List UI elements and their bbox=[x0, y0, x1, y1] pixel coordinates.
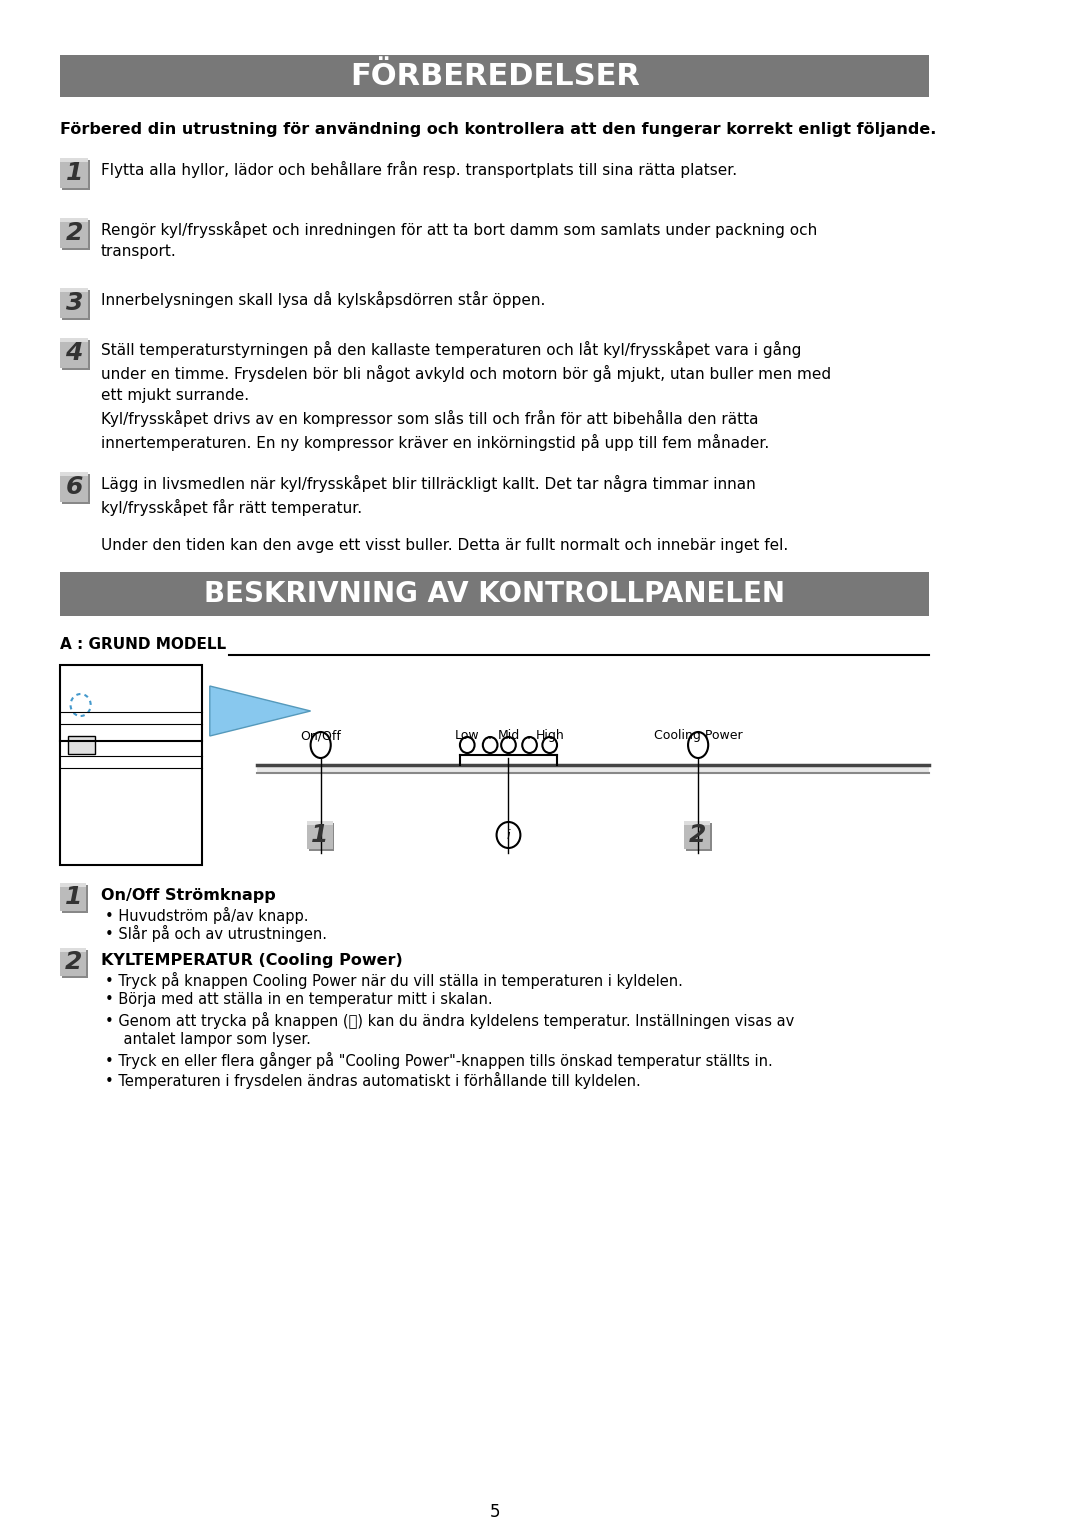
Text: • Temperaturen i frysdelen ändras automatiskt i förhållande till kyldelen.: • Temperaturen i frysdelen ändras automa… bbox=[106, 1073, 642, 1089]
FancyBboxPatch shape bbox=[63, 220, 90, 251]
Text: Rengör kyl/frysskåpet och inredningen för att ta bort damm som samlats under pac: Rengör kyl/frysskåpet och inredningen fö… bbox=[100, 222, 818, 260]
Text: i: i bbox=[507, 828, 510, 842]
FancyBboxPatch shape bbox=[60, 219, 87, 248]
FancyBboxPatch shape bbox=[60, 472, 87, 503]
Text: 1: 1 bbox=[311, 824, 328, 847]
Text: Cooling Power: Cooling Power bbox=[653, 729, 742, 743]
Text: 2: 2 bbox=[65, 950, 82, 973]
FancyBboxPatch shape bbox=[63, 160, 90, 189]
FancyBboxPatch shape bbox=[685, 821, 710, 850]
FancyBboxPatch shape bbox=[63, 290, 90, 319]
FancyBboxPatch shape bbox=[63, 474, 90, 504]
Text: • Slår på och av utrustningen.: • Slår på och av utrustningen. bbox=[106, 924, 327, 943]
Text: • Tryck en eller flera gånger på "Cooling Power"-knappen tills önskad temperatur: • Tryck en eller flera gånger på "Coolin… bbox=[106, 1051, 773, 1070]
Text: Flytta alla hyllor, lädor och behållare från resp. transportplats till sina rätt: Flytta alla hyllor, lädor och behållare … bbox=[100, 160, 737, 179]
FancyBboxPatch shape bbox=[257, 766, 929, 773]
Text: • Genom att trycka på knappen (ⓘ) kan du ändra kyldelens temperatur. Inställning: • Genom att trycka på knappen (ⓘ) kan du… bbox=[106, 1012, 795, 1028]
Text: 2: 2 bbox=[66, 222, 83, 244]
Text: Lägg in livsmedlen när kyl/frysskåpet blir tillräckligt kallt. Det tar några tim: Lägg in livsmedlen när kyl/frysskåpet bl… bbox=[100, 475, 756, 516]
Text: Innerbelysningen skall lysa då kylskåpsdörren står öppen.: Innerbelysningen skall lysa då kylskåpsd… bbox=[100, 290, 545, 309]
FancyBboxPatch shape bbox=[60, 55, 929, 96]
FancyBboxPatch shape bbox=[309, 824, 335, 851]
FancyBboxPatch shape bbox=[60, 338, 87, 342]
FancyBboxPatch shape bbox=[60, 338, 87, 368]
FancyBboxPatch shape bbox=[60, 157, 87, 162]
Text: High: High bbox=[536, 729, 564, 743]
Text: FÖRBEREDELSER: FÖRBEREDELSER bbox=[350, 61, 639, 90]
Text: On/Off Strömknapp: On/Off Strömknapp bbox=[100, 888, 275, 903]
FancyBboxPatch shape bbox=[60, 883, 86, 911]
FancyBboxPatch shape bbox=[63, 885, 87, 914]
FancyBboxPatch shape bbox=[63, 950, 87, 978]
FancyBboxPatch shape bbox=[63, 341, 90, 370]
FancyBboxPatch shape bbox=[60, 665, 202, 865]
Polygon shape bbox=[210, 686, 311, 736]
Text: • Tryck på knappen Cooling Power när du vill ställa in temperaturen i kyldelen.: • Tryck på knappen Cooling Power när du … bbox=[106, 972, 684, 989]
FancyBboxPatch shape bbox=[60, 287, 87, 292]
FancyBboxPatch shape bbox=[68, 736, 95, 753]
FancyBboxPatch shape bbox=[60, 219, 87, 222]
Text: A : GRUND MODELL: A : GRUND MODELL bbox=[60, 637, 227, 652]
Text: KYLTEMPERATUR (Cooling Power): KYLTEMPERATUR (Cooling Power) bbox=[100, 953, 403, 969]
Text: Ställ temperaturstyrningen på den kallaste temperaturen och låt kyl/frysskåpet v: Ställ temperaturstyrningen på den kallas… bbox=[100, 341, 831, 451]
FancyBboxPatch shape bbox=[60, 157, 87, 188]
Text: Förbered din utrustning för användning och kontrollera att den fungerar korrekt : Förbered din utrustning för användning o… bbox=[60, 122, 936, 138]
Text: ...: ... bbox=[484, 729, 496, 743]
FancyBboxPatch shape bbox=[60, 947, 86, 952]
Text: 1: 1 bbox=[65, 885, 82, 909]
Text: antalet lampor som lyser.: antalet lampor som lyser. bbox=[106, 1031, 311, 1047]
Text: Mid: Mid bbox=[498, 729, 519, 743]
Text: 2: 2 bbox=[689, 824, 706, 847]
Text: 1: 1 bbox=[66, 160, 83, 185]
Text: 3: 3 bbox=[66, 290, 83, 315]
Text: On/Off: On/Off bbox=[300, 729, 341, 743]
FancyBboxPatch shape bbox=[60, 883, 86, 886]
Text: 6: 6 bbox=[66, 475, 83, 500]
FancyBboxPatch shape bbox=[60, 947, 86, 976]
Text: Low: Low bbox=[455, 729, 480, 743]
Text: BESKRIVNING AV KONTROLLPANELEN: BESKRIVNING AV KONTROLLPANELEN bbox=[204, 581, 785, 608]
Text: Under den tiden kan den avge ett visst buller. Detta är fullt normalt och innebä: Under den tiden kan den avge ett visst b… bbox=[100, 538, 788, 553]
FancyBboxPatch shape bbox=[60, 287, 87, 318]
FancyBboxPatch shape bbox=[307, 821, 333, 850]
Text: • Börja med att ställa in en temperatur mitt i skalan.: • Börja med att ställa in en temperatur … bbox=[106, 992, 492, 1007]
FancyBboxPatch shape bbox=[60, 472, 87, 477]
FancyBboxPatch shape bbox=[685, 821, 710, 825]
Text: ...: ... bbox=[524, 729, 536, 743]
FancyBboxPatch shape bbox=[60, 571, 929, 616]
Text: 5: 5 bbox=[489, 1504, 500, 1520]
FancyBboxPatch shape bbox=[686, 824, 712, 851]
FancyBboxPatch shape bbox=[307, 821, 333, 825]
Text: 4: 4 bbox=[66, 341, 83, 365]
Text: • Huvudström på/av knapp.: • Huvudström på/av knapp. bbox=[106, 908, 309, 924]
